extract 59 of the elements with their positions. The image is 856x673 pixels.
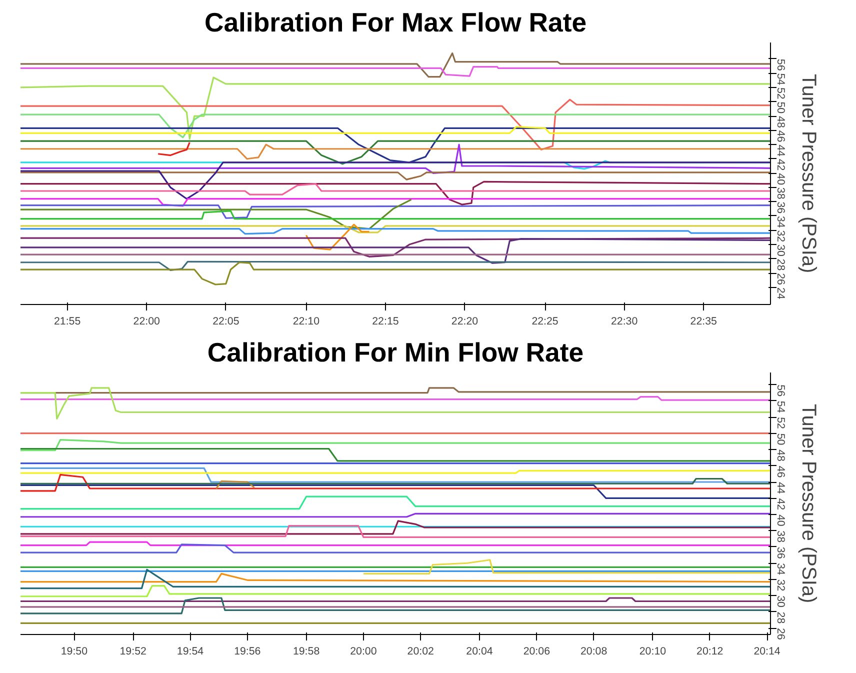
x-tick-label: 20:08 — [580, 646, 608, 658]
x-tick-label: 20:04 — [466, 646, 493, 658]
y-tick-label: 54 — [774, 73, 786, 86]
y-tick-label: 30 — [774, 596, 786, 608]
y-tick-label: 38 — [774, 187, 786, 200]
y-axis-title: Tuner Pressure (PSIa) — [798, 404, 820, 604]
x-tick-label: 20:12 — [696, 646, 724, 658]
y-tick-label: 32 — [774, 230, 786, 242]
y-tick-label: 36 — [774, 546, 786, 559]
y-tick-label: 44 — [774, 482, 786, 494]
x-tick-label: 20:02 — [407, 646, 434, 658]
y-tick-label: 48 — [774, 116, 786, 128]
x-tick-label: 19:56 — [234, 646, 261, 658]
y-tick-label: 24 — [774, 287, 786, 300]
x-tick-label: 22:15 — [372, 316, 399, 328]
y-tick-label: 50 — [774, 102, 786, 114]
x-tick-label: 22:25 — [532, 316, 558, 328]
y-tick-label: 34 — [774, 216, 786, 228]
y-tick-label: 56 — [774, 384, 786, 397]
y-axis-title: Tuner Pressure (PSIa) — [798, 74, 820, 274]
y-tick-label: 52 — [774, 87, 786, 100]
y-tick-label: 48 — [774, 450, 786, 462]
y-tick-label: 30 — [774, 244, 786, 256]
y-tick-label: 42 — [774, 158, 786, 171]
x-tick-label: 22:00 — [133, 316, 160, 328]
x-tick-label: 22:05 — [212, 316, 240, 328]
y-tick-label: 46 — [774, 466, 786, 478]
y-tick-label: 36 — [774, 202, 786, 214]
x-tick-label: 19:52 — [120, 646, 146, 658]
y-tick-label: 52 — [774, 417, 786, 430]
y-tick-label: 28 — [774, 258, 786, 271]
x-tick-label: 19:54 — [176, 646, 204, 658]
x-tick-label: 20:10 — [639, 646, 666, 658]
y-tick-label: 28 — [774, 612, 786, 624]
x-tick-label: 22:35 — [690, 316, 718, 328]
x-tick-label: 19:58 — [292, 646, 320, 658]
y-tick-label: 50 — [774, 433, 786, 446]
y-tick-label: 40 — [774, 173, 786, 186]
y-tick-label: 42 — [774, 498, 786, 510]
x-tick-label: 22:10 — [292, 316, 320, 328]
y-tick-label: 32 — [774, 579, 786, 592]
y-tick-label: 44 — [774, 144, 786, 157]
y-tick-label: 34 — [774, 563, 786, 576]
y-tick-label: 26 — [774, 273, 786, 286]
y-tick-label: 38 — [774, 530, 786, 543]
x-tick-label: 21:55 — [54, 316, 81, 328]
x-tick-label: 19:50 — [60, 646, 88, 658]
x-tick-label: 22:20 — [451, 316, 478, 328]
y-tick-label: 26 — [774, 628, 786, 640]
x-tick-label: 20:06 — [523, 646, 550, 658]
chart-title: Calibration For Min Flow Rate — [207, 338, 584, 368]
x-tick-label: 22:30 — [610, 316, 638, 328]
x-tick-label: 20:14 — [754, 646, 780, 658]
y-tick-label: 40 — [774, 514, 786, 526]
y-tick-label: 56 — [774, 58, 786, 71]
y-tick-label: 46 — [774, 130, 786, 142]
y-tick-label: 54 — [774, 400, 786, 413]
x-tick-label: 20:00 — [350, 646, 377, 658]
chart-title: Calibration For Max Flow Rate — [204, 8, 587, 38]
